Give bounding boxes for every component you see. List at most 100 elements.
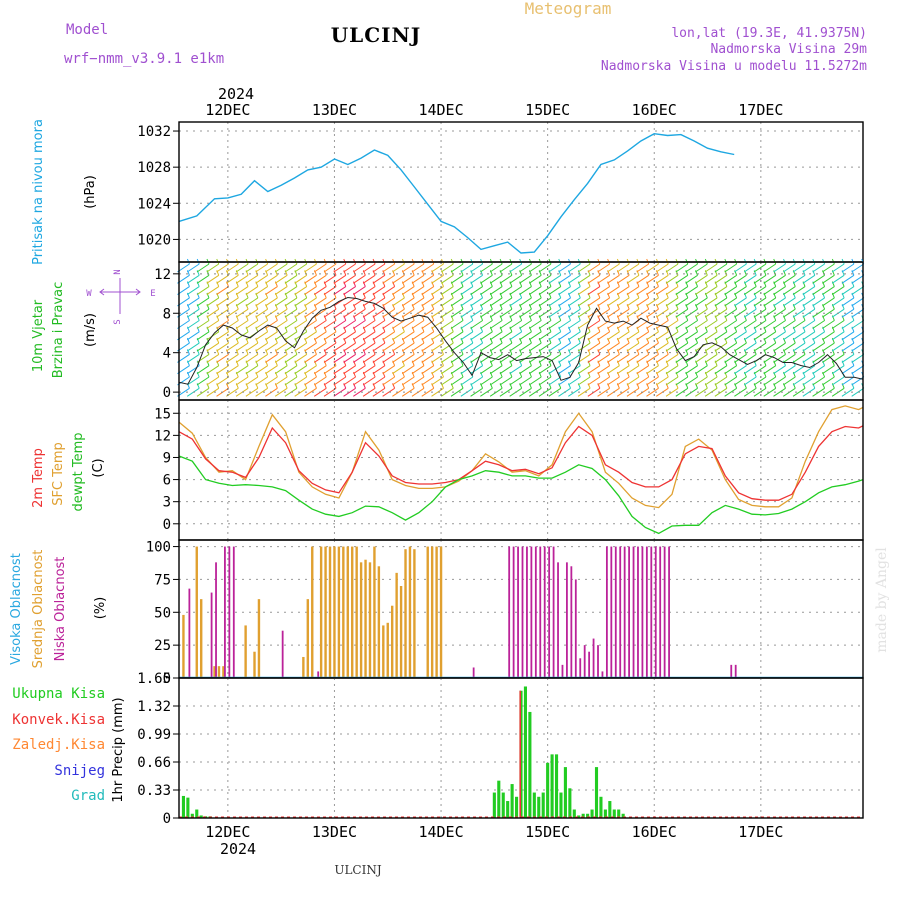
wind-barb: [763, 274, 777, 284]
wind-barb: [577, 331, 591, 341]
wind-barb: [626, 286, 640, 296]
wind-barb: [841, 387, 855, 397]
wind-barb: [626, 342, 640, 352]
y-tick-label: 100: [146, 540, 171, 556]
wind-barb: [196, 274, 210, 284]
temp2m-label: 2m Temp: [31, 448, 46, 508]
wind-barb: [343, 286, 356, 296]
wind-barb: [235, 274, 249, 284]
wind-barb: [343, 308, 356, 318]
wind-barb: [509, 297, 522, 307]
wind-barb: [421, 342, 435, 352]
cloud-low-bar: [210, 592, 213, 678]
wind-barb: [646, 274, 659, 284]
wind-barb: [616, 320, 630, 329]
wind-barb: [646, 308, 659, 318]
wind-barb: [411, 365, 425, 375]
cloud-low-bar: [526, 546, 528, 678]
cloud-mid-bar: [200, 599, 203, 678]
top-day-label: 14DEC: [418, 101, 463, 119]
cloud-low-bar: [579, 658, 582, 678]
wind-barb: [753, 308, 767, 318]
wind-barb: [802, 320, 816, 329]
wind-barb: [509, 286, 522, 296]
cloud-unit: (%): [93, 597, 108, 620]
wind-barb: [480, 263, 493, 273]
footer-station: ULCINJ: [334, 863, 382, 877]
wind-barb: [782, 297, 796, 307]
wind-barb: [274, 286, 288, 296]
wind-barb: [460, 342, 474, 352]
wind-barb: [714, 353, 728, 363]
wind-barb: [265, 365, 278, 375]
wind-barb: [519, 376, 532, 386]
wind-barb: [685, 263, 698, 273]
wind-barb: [186, 263, 200, 273]
wind-barb: [372, 263, 386, 273]
wind-barb: [489, 286, 503, 296]
wind-barb: [294, 353, 307, 363]
bottom-day-label: 13DEC: [312, 823, 357, 841]
wind-barb: [714, 331, 728, 341]
svg-text:E: E: [150, 289, 155, 299]
wind-barb: [480, 387, 493, 397]
wind-barb: [528, 342, 542, 352]
wind-barb: [587, 353, 601, 363]
wind-barb: [607, 274, 620, 284]
wind-barb: [734, 365, 747, 375]
y-tick-label: 15: [154, 406, 171, 422]
wind-barb: [802, 365, 816, 375]
wind-barb: [597, 331, 610, 341]
wind-barb: [695, 353, 708, 363]
wind-barb: [362, 342, 376, 352]
wind-barb: [235, 297, 249, 307]
wind-barb: [538, 320, 552, 329]
precip-legend-item: Ukupna Kisa: [12, 686, 105, 702]
wind-barb: [216, 365, 229, 375]
wind-barb: [255, 353, 268, 363]
cloud-mid-bar: [355, 546, 358, 678]
sfc-temp-label: SFC Temp: [51, 442, 66, 506]
y-tick-label: 1.32: [137, 699, 171, 715]
wind-barb: [401, 297, 415, 307]
wind-unit: (m/s): [83, 313, 98, 347]
year-label-top: 2024: [218, 85, 254, 103]
wind-barb: [753, 342, 767, 352]
wind-barb: [568, 376, 581, 386]
wind-barb: [616, 263, 630, 273]
cloud-mid-bar: [346, 546, 349, 678]
wind-barb: [802, 376, 816, 386]
wind-barb: [695, 263, 708, 273]
wind-barb: [773, 365, 786, 375]
wind-barb: [685, 376, 698, 386]
wind-barb: [753, 286, 767, 296]
wind-barb: [235, 365, 249, 375]
wind-barb: [695, 297, 708, 307]
cloud-low-bar: [659, 546, 662, 678]
wind-barb: [831, 365, 845, 375]
wind-barb: [382, 365, 395, 375]
wind-barb: [470, 286, 483, 296]
wind-barb: [313, 320, 327, 329]
wind-barb: [206, 387, 220, 397]
cloud-low-bar: [632, 546, 635, 678]
wind-barb: [343, 274, 356, 284]
page-title: ULCINJ: [331, 23, 422, 47]
wind-barb: [558, 263, 571, 273]
cloud-low-bar: [663, 546, 666, 678]
wind-barb: [255, 297, 268, 307]
wind-barb: [274, 353, 288, 363]
wind-barb: [401, 331, 415, 341]
wind-barb: [665, 263, 679, 273]
wind-barb: [460, 263, 474, 273]
cloud-mid-bar: [404, 549, 407, 678]
wind-barb: [685, 342, 698, 352]
wind-barb: [675, 308, 689, 318]
precip-total-bar: [563, 767, 567, 818]
wind-barb: [480, 297, 493, 307]
cloud-low-bar: [628, 546, 630, 678]
wind-barb: [626, 308, 640, 318]
dewpt-label: dewpt Temp: [71, 432, 86, 511]
wind-barb: [743, 274, 757, 284]
wind-barb: [274, 387, 288, 397]
